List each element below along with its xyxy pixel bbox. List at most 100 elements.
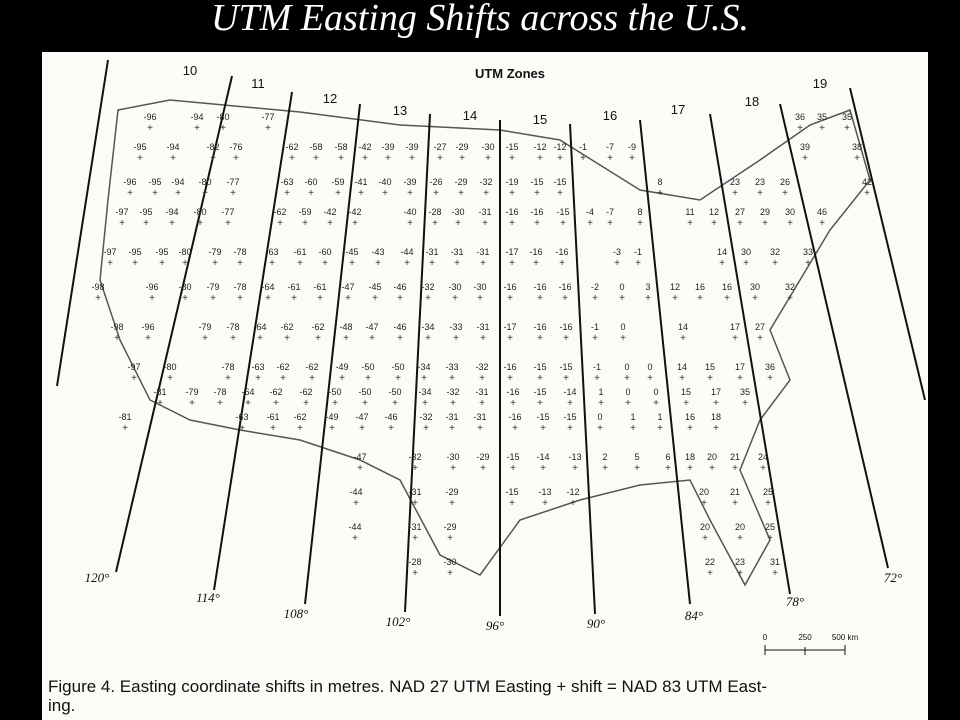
shift-cross: + [210, 293, 216, 304]
shift-value: 0 [625, 387, 630, 397]
shift-value: -15 [505, 487, 518, 497]
shift-value: -58 [334, 142, 347, 152]
shift-cross: + [507, 373, 513, 384]
shift-value: 42 [862, 177, 872, 187]
meridian-label: 108° [284, 606, 309, 621]
shift-cross: + [225, 373, 231, 384]
shift-cross: + [450, 398, 456, 409]
shift-value: -50 [361, 362, 374, 372]
shift-cross: + [507, 333, 513, 344]
shift-cross: + [202, 188, 208, 199]
shift-cross: + [477, 293, 483, 304]
shift-cross: + [509, 258, 515, 269]
shift-value: 2 [602, 452, 607, 462]
shift-cross: + [127, 188, 133, 199]
shift-value: 6 [665, 452, 670, 462]
shift-cross: + [137, 153, 143, 164]
shift-value: 17 [735, 362, 745, 372]
zone-label: 14 [463, 108, 477, 123]
shift-cross: + [357, 463, 363, 474]
shift-cross: + [302, 218, 308, 229]
shift-value: -15 [553, 177, 566, 187]
slide-title: UTM Easting Shifts across the U.S. [211, 0, 749, 39]
shift-cross: + [404, 258, 410, 269]
zone-label: 10 [183, 63, 197, 78]
shift-cross: + [625, 398, 631, 409]
shift-cross: + [772, 258, 778, 269]
shift-value: 27 [755, 322, 765, 332]
shift-cross: + [182, 258, 188, 269]
shift-cross: + [447, 568, 453, 579]
shift-value: -33 [449, 322, 462, 332]
shift-cross: + [480, 463, 486, 474]
shift-value: 30 [785, 207, 795, 217]
shift-value: -13 [568, 452, 581, 462]
shift-cross: + [563, 333, 569, 344]
shift-value: -32 [408, 452, 421, 462]
shift-cross: + [423, 423, 429, 434]
shift-cross: + [702, 533, 708, 544]
shift-cross: + [572, 463, 578, 474]
shift-cross: + [230, 188, 236, 199]
shift-value: -31 [476, 322, 489, 332]
shift-value: -16 [506, 387, 519, 397]
shift-value: -7 [606, 142, 614, 152]
shift-value: -46 [393, 322, 406, 332]
shift-value: 20 [707, 452, 717, 462]
shift-value: -46 [384, 412, 397, 422]
shift-cross: + [338, 153, 344, 164]
shift-value: 1 [657, 412, 662, 422]
shift-cross: + [270, 423, 276, 434]
shift-value: 21 [730, 452, 740, 462]
shift-value: -62 [293, 412, 306, 422]
shift-cross: + [452, 293, 458, 304]
shift-value: -12 [553, 142, 566, 152]
shift-value: -44 [400, 247, 413, 257]
shift-value: -64 [241, 387, 254, 397]
shift-value: 14 [677, 362, 687, 372]
shift-cross: + [273, 398, 279, 409]
shift-cross: + [864, 188, 870, 199]
shift-value: -30 [443, 557, 456, 567]
shift-cross: + [534, 218, 540, 229]
shift-value: 31 [770, 557, 780, 567]
shift-value: -31 [473, 412, 486, 422]
shift-cross: + [563, 373, 569, 384]
shift-cross: + [107, 258, 113, 269]
shift-value: 21 [730, 487, 740, 497]
shift-cross: + [291, 293, 297, 304]
shift-value: -1 [579, 142, 587, 152]
shift-value: 0 [647, 362, 652, 372]
shift-cross: + [182, 293, 188, 304]
shift-value: -31 [425, 247, 438, 257]
shift-cross: + [257, 333, 263, 344]
map-heading: UTM Zones [475, 66, 545, 81]
shift-value: -61 [293, 247, 306, 257]
shift-cross: + [233, 153, 239, 164]
meridian-label: 72° [884, 570, 902, 585]
shift-cross: + [132, 258, 138, 269]
zone-label: 18 [745, 94, 759, 109]
shift-value: -49 [325, 412, 338, 422]
shift-value: 20 [735, 522, 745, 532]
shift-value: -58 [309, 142, 322, 152]
shift-value: -94 [171, 177, 184, 187]
shift-value: 0 [619, 282, 624, 292]
shift-cross: + [562, 293, 568, 304]
shift-cross: + [819, 123, 825, 134]
shift-value: -78 [233, 247, 246, 257]
shift-cross: + [217, 398, 223, 409]
shift-value: -44 [348, 522, 361, 532]
shift-value: -34 [417, 362, 430, 372]
shift-value: -19 [505, 177, 518, 187]
shift-value: -16 [533, 282, 546, 292]
shift-value: -31 [478, 207, 491, 217]
shift-value: -78 [213, 387, 226, 397]
shift-value: -81 [153, 387, 166, 397]
shift-cross: + [245, 398, 251, 409]
shift-value: -32 [475, 362, 488, 372]
shift-cross: + [713, 423, 719, 434]
shift-cross: + [143, 218, 149, 229]
shift-value: 8 [657, 177, 662, 187]
